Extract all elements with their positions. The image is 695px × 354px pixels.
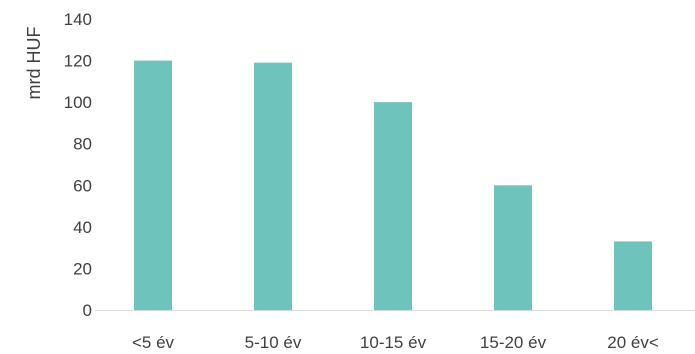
bar [614,241,652,310]
y-tick-label: 0 [83,301,92,320]
bar [374,102,412,311]
y-axis-ticks: 0 20 40 60 80 100 120 140 [64,10,92,320]
y-tick-label: 100 [64,93,92,112]
y-tick-label: 120 [64,52,92,71]
x-axis-ticks: <5 év 5-10 év 10-15 év 15-20 év 20 év< [132,333,659,352]
x-tick-label: 10-15 év [360,333,427,352]
y-tick-label: 80 [73,135,92,154]
y-tick-label: 140 [64,10,92,29]
y-axis-title: mrd HUF [24,27,44,100]
y-tick-label: 60 [73,176,92,195]
bar [254,62,292,311]
y-tick-label: 40 [73,218,92,237]
x-tick-label: <5 év [132,333,175,352]
y-tick-label: 20 [73,259,92,278]
bar [134,60,172,311]
x-tick-label: 20 év< [607,333,659,352]
bar [494,185,532,310]
x-tick-label: 15-20 év [480,333,547,352]
x-tick-label: 5-10 év [245,333,302,352]
bars [134,60,652,311]
